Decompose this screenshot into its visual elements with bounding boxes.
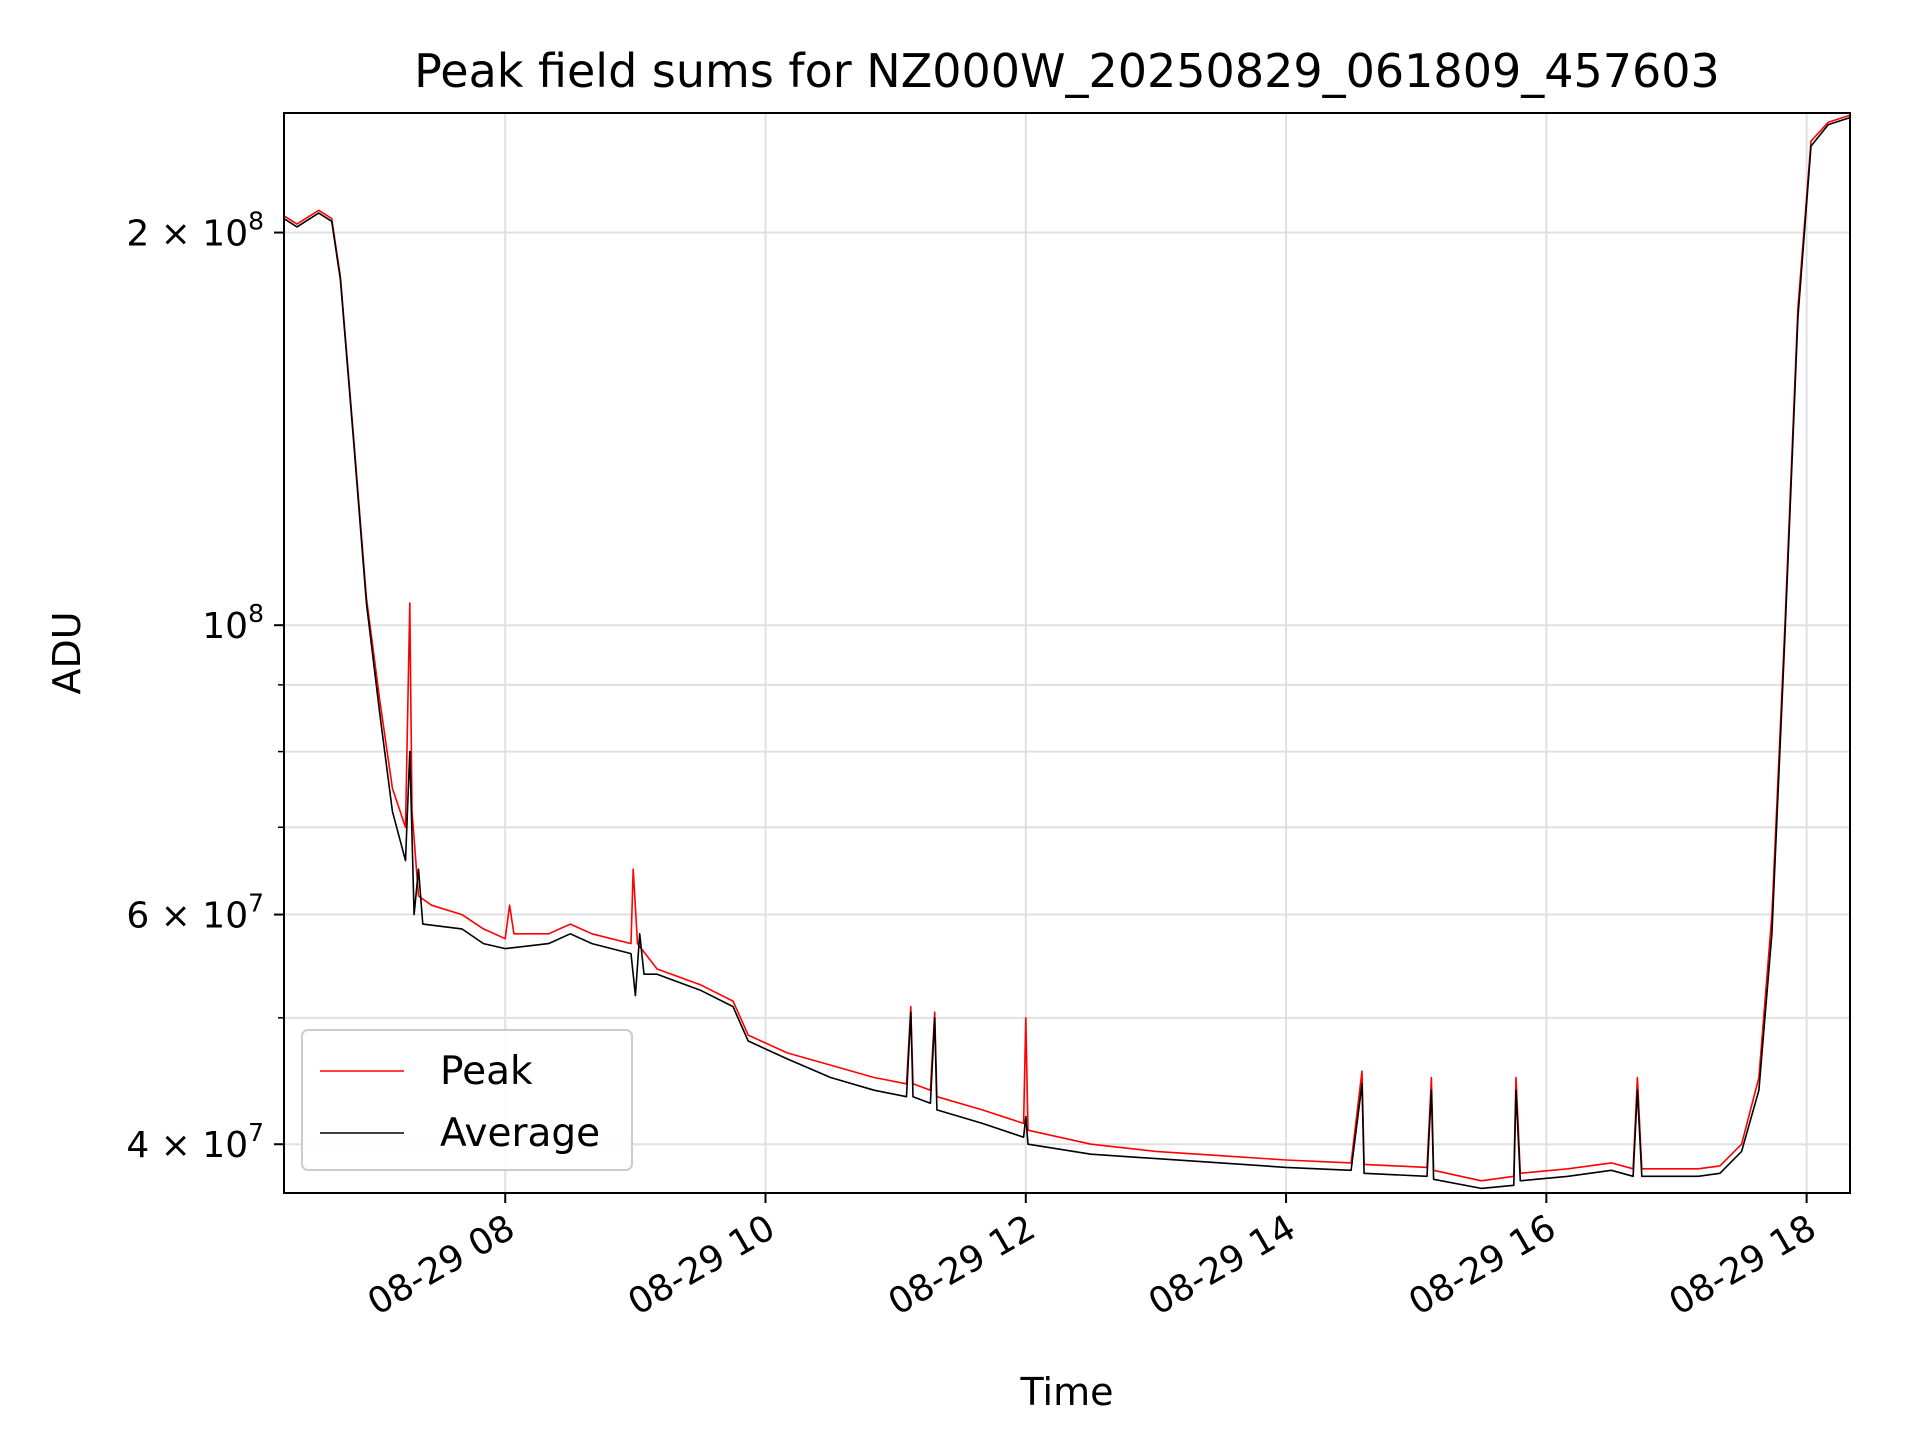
- legend-box: [301, 1029, 633, 1171]
- chart-title: Peak field sums for NZ000W_20250829_0618…: [414, 44, 1720, 98]
- x-axis-label: Time: [1020, 1370, 1114, 1414]
- series-line-average: [283, 116, 1851, 1190]
- legend-label-average: Average: [440, 1111, 600, 1156]
- series-layer: [283, 114, 1851, 1190]
- x-tick-label: 08-29 12: [882, 1207, 1043, 1323]
- x-tick-label: 08-29 16: [1402, 1207, 1563, 1323]
- y-tick-label: 4 × 107: [126, 1118, 264, 1166]
- y-tick-label: 2 × 108: [126, 207, 264, 255]
- x-tick-label: 08-29 14: [1142, 1207, 1303, 1323]
- y-tick-label: 6 × 107: [126, 889, 264, 937]
- x-tick-label: 08-29 18: [1662, 1207, 1823, 1323]
- y-axis-label: ADU: [45, 611, 89, 694]
- plot-frame: [283, 112, 1851, 1194]
- gridlines: [284, 113, 1850, 1193]
- legend-label-peak: Peak: [440, 1049, 533, 1094]
- x-tick-label: 08-29 10: [621, 1207, 782, 1323]
- y-tick-label: 108: [202, 599, 264, 647]
- legend: Peak Average: [301, 1029, 633, 1171]
- x-tick-label: 08-29 08: [361, 1207, 522, 1323]
- series-line-peak: [283, 114, 1851, 1182]
